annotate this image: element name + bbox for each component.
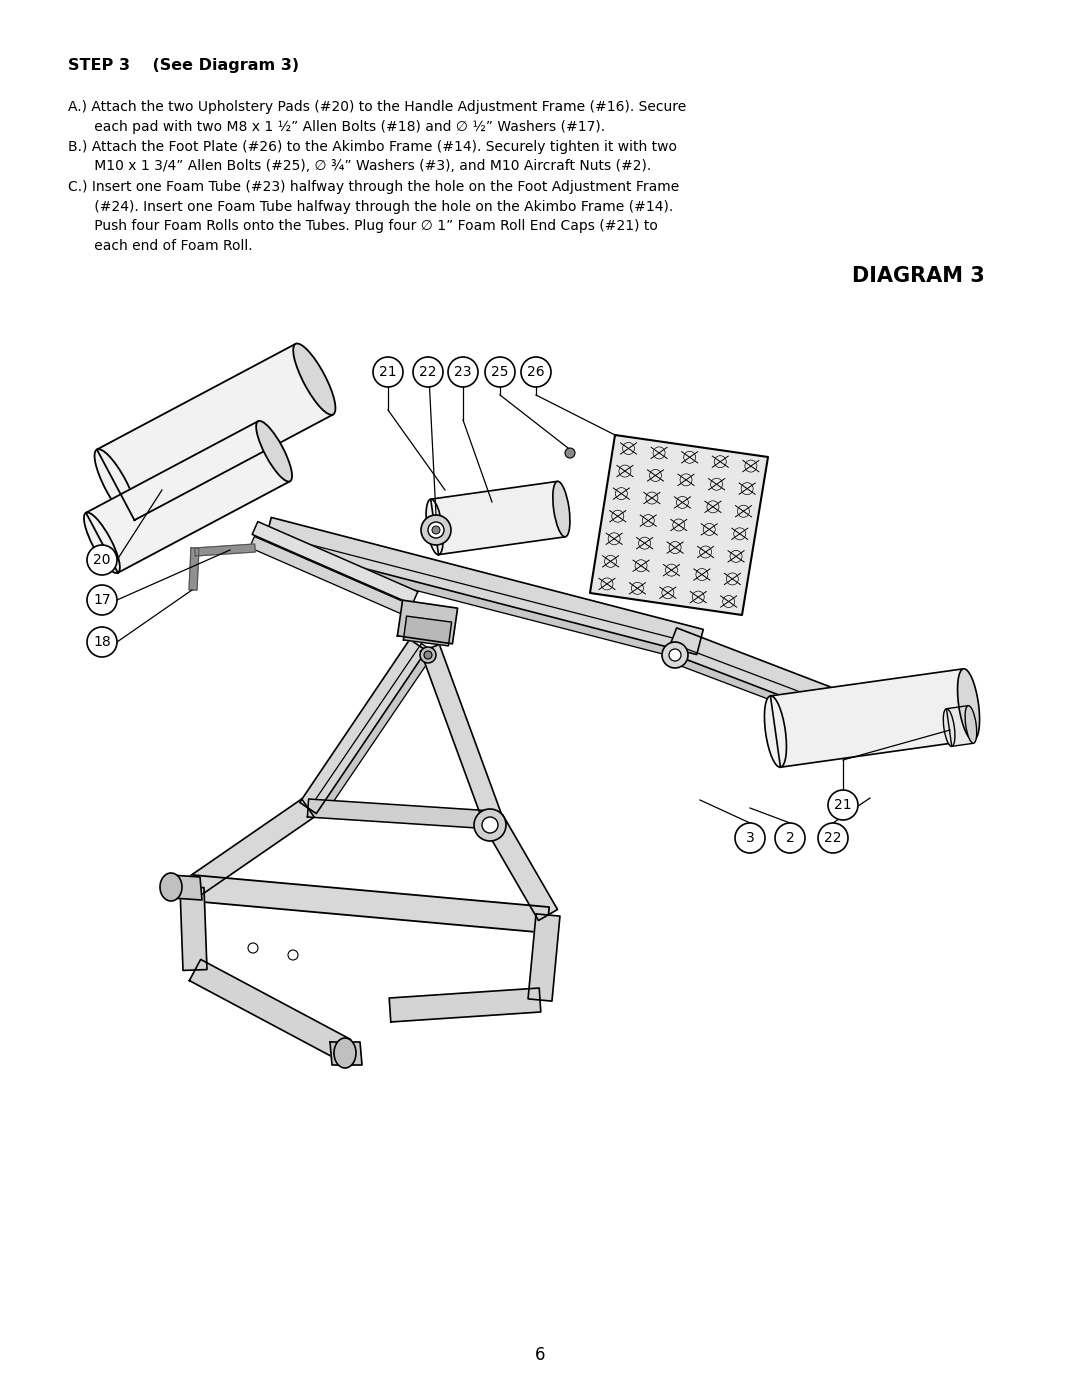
Text: 20: 20 [93,553,111,567]
Polygon shape [249,536,415,617]
Circle shape [521,358,551,387]
Text: 26: 26 [527,365,544,379]
Ellipse shape [966,705,976,743]
Polygon shape [189,548,199,590]
Polygon shape [590,434,768,615]
Text: C.) Insert one Foam Tube (#23) halfway through the hole on the Foot Adjustment F: C.) Insert one Foam Tube (#23) halfway t… [68,180,679,194]
Polygon shape [528,914,559,1002]
Ellipse shape [553,482,570,536]
Polygon shape [180,887,207,971]
Circle shape [669,650,681,661]
Ellipse shape [958,669,980,740]
Polygon shape [330,1042,362,1065]
Text: DIAGRAM 3: DIAGRAM 3 [852,265,985,286]
Polygon shape [431,482,565,555]
Polygon shape [191,875,549,933]
Circle shape [432,527,440,534]
Text: A.) Attach the two Upholstery Pads (#20) to the Handle Adjustment Frame (#16). S: A.) Attach the two Upholstery Pads (#20)… [68,101,686,115]
Circle shape [828,789,858,820]
Circle shape [485,358,515,387]
Text: 3: 3 [745,831,754,845]
Ellipse shape [84,513,120,573]
Polygon shape [946,705,973,746]
Circle shape [428,522,444,538]
Polygon shape [308,799,494,828]
Polygon shape [194,543,255,556]
Text: 17: 17 [93,592,111,608]
Circle shape [482,817,498,833]
Text: 23: 23 [455,365,472,379]
Circle shape [248,943,258,953]
Circle shape [87,545,117,576]
Text: 22: 22 [419,365,436,379]
Circle shape [448,358,478,387]
Circle shape [474,809,507,841]
Polygon shape [311,644,434,814]
Ellipse shape [943,708,955,746]
Circle shape [421,515,451,545]
Text: B.) Attach the Foot Plate (#26) to the Akimbo Frame (#14). Securely tighten it w: B.) Attach the Foot Plate (#26) to the A… [68,140,677,154]
Polygon shape [389,988,541,1023]
Polygon shape [404,616,451,645]
Text: M10 x 1 3/4” Allen Bolts (#25), ∅ ¾” Washers (#3), and M10 Aircraft Nuts (#2).: M10 x 1 3/4” Allen Bolts (#25), ∅ ¾” Was… [68,159,651,173]
Polygon shape [189,960,351,1060]
Text: 21: 21 [379,365,396,379]
Ellipse shape [765,696,786,767]
Text: Push four Foam Rolls onto the Tubes. Plug four ∅ 1” Foam Roll End Caps (#21) to: Push four Foam Rolls onto the Tubes. Plu… [68,219,658,233]
Polygon shape [170,875,202,900]
Polygon shape [86,422,291,573]
Polygon shape [253,521,418,605]
Ellipse shape [256,420,292,482]
Text: 18: 18 [93,636,111,650]
Polygon shape [484,814,557,921]
Circle shape [87,585,117,615]
Text: STEP 3    (See Diagram 3): STEP 3 (See Diagram 3) [68,59,299,73]
Ellipse shape [293,344,336,415]
Polygon shape [300,640,427,813]
Polygon shape [266,534,698,662]
Ellipse shape [426,499,443,555]
Text: 22: 22 [824,831,841,845]
Ellipse shape [334,1038,356,1067]
Polygon shape [186,799,314,897]
Text: 21: 21 [834,798,852,812]
Circle shape [662,643,688,668]
Text: 6: 6 [535,1345,545,1363]
Text: each end of Foam Roll.: each end of Foam Roll. [68,239,253,253]
Polygon shape [97,344,333,520]
Circle shape [373,358,403,387]
Ellipse shape [160,873,183,901]
Circle shape [288,950,298,960]
Text: 2: 2 [785,831,795,845]
Text: 25: 25 [491,365,509,379]
Circle shape [424,651,432,659]
Circle shape [87,627,117,657]
Text: (#24). Insert one Foam Tube halfway through the hole on the Akimbo Frame (#14).: (#24). Insert one Foam Tube halfway thro… [68,200,673,214]
Polygon shape [420,644,502,823]
Polygon shape [265,517,703,655]
Circle shape [775,823,805,854]
Circle shape [413,358,443,387]
Polygon shape [770,669,973,767]
Polygon shape [397,601,458,644]
Polygon shape [667,627,880,731]
Circle shape [735,823,765,854]
Polygon shape [669,644,874,736]
Ellipse shape [95,448,137,521]
Text: each pad with two M8 x 1 ½” Allen Bolts (#18) and ∅ ½” Washers (#17).: each pad with two M8 x 1 ½” Allen Bolts … [68,120,605,134]
Circle shape [420,647,436,664]
Circle shape [818,823,848,854]
Circle shape [565,448,575,458]
